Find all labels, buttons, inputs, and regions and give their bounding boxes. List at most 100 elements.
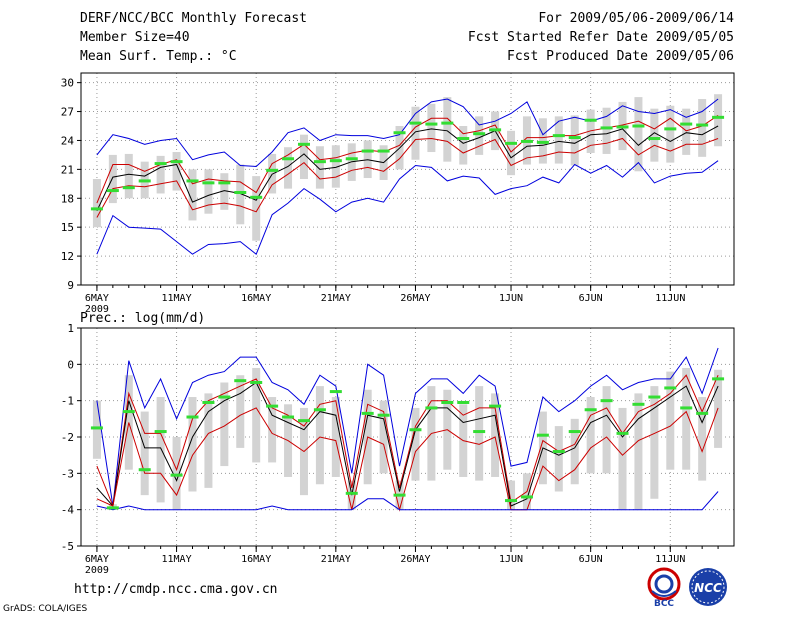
prec-ytick-label: 0 — [67, 358, 74, 371]
temp-ensemble-marker — [282, 157, 295, 161]
prec-ensemble-marker — [696, 411, 709, 415]
prec-spread-bar — [379, 400, 388, 474]
prec-spread-bar — [570, 418, 579, 485]
prec-spread-bar — [315, 386, 324, 485]
prec-ytick-label: -3 — [61, 467, 74, 480]
temp-ensemble-marker — [505, 141, 518, 145]
prec-ensemble-marker — [297, 419, 310, 423]
prec-ensemble-marker — [282, 415, 295, 419]
variable-label: Mean Surf. Temp.: °C — [80, 49, 237, 64]
prec-ensemble-marker — [505, 499, 518, 503]
temp-ensemble-marker — [520, 139, 533, 143]
temp-spread-bar — [188, 169, 197, 221]
prec-ensemble-marker — [584, 408, 597, 412]
prec-ensemble-marker — [441, 400, 454, 404]
prec-xtick-label: 11JUN — [655, 554, 685, 565]
temp-ensemble-marker — [473, 132, 486, 136]
prec-ensemble-marker — [393, 493, 406, 497]
prec-ensemble-marker — [345, 491, 358, 495]
prec-spread-bar — [650, 386, 659, 499]
prec-spread-bar — [507, 480, 516, 510]
temp-spread-bar — [204, 169, 213, 214]
temp-spread-bar — [698, 99, 707, 157]
prec-xtick-label: 1JUN — [499, 554, 523, 565]
temp-xtick-label: 6JUN — [579, 293, 603, 304]
temp-ytick-label: 12 — [61, 250, 74, 263]
temp-ensemble-marker — [648, 137, 661, 141]
temp-ensemble-marker — [90, 207, 103, 211]
prec-ytick-label: -4 — [61, 504, 75, 517]
header-left: DERF/NCC/BCC Monthly Forecast Member Siz… — [80, 9, 307, 66]
temp-spread-bar — [443, 97, 452, 162]
temp-spread-bar — [650, 108, 659, 162]
prec-spread-bar — [602, 386, 611, 474]
prec-spread-bar — [156, 397, 165, 503]
prec-ensemble-marker — [234, 379, 247, 383]
temp-spread-bar — [634, 97, 643, 172]
prec-spread-bar — [491, 393, 500, 477]
prec-ensemble-marker — [632, 402, 645, 406]
ncc-logo: NCC — [689, 568, 727, 606]
prec-spread-bar — [554, 426, 563, 492]
temp-spread-bar — [554, 116, 563, 164]
prec-spread-bar — [188, 397, 197, 492]
prec-xtick-label: 6JUN — [579, 554, 603, 565]
temp-xtick-label: 26MAY — [400, 293, 430, 304]
temp-ensemble-marker — [632, 124, 645, 128]
prec-spread-bar — [618, 407, 627, 510]
prec-xtick-label: 26MAY — [400, 554, 430, 565]
temp-xtick-label: 21MAY — [321, 293, 351, 304]
temp-spread-bar — [172, 152, 181, 191]
temp-ensemble-marker — [489, 128, 502, 132]
temp-ensemble-marker — [170, 160, 183, 164]
temp-spread-bar — [299, 134, 308, 179]
prec-line-min — [96, 491, 719, 511]
prec-ensemble-marker — [648, 395, 661, 399]
temp-ensemble-marker — [568, 136, 581, 140]
prec-ensemble-marker — [520, 495, 533, 499]
temp-ensemble-marker — [106, 189, 119, 193]
temp-spread-bar — [108, 154, 117, 204]
temp-ytick-label: 15 — [61, 221, 74, 234]
prec-line-q25 — [96, 407, 719, 512]
temp-ensemble-marker — [600, 126, 613, 130]
temp-ytick-label: 21 — [61, 163, 74, 176]
prec-spread-bar — [411, 407, 420, 481]
prec-ensemble-marker — [473, 430, 486, 434]
temp-xtick-label: 11JUN — [655, 293, 685, 304]
temp-xtick-label: 11MAY — [162, 293, 192, 304]
prec-ytick-label: -2 — [61, 431, 74, 444]
prec-spread-bar — [236, 375, 245, 448]
temp-ensemble-marker — [266, 168, 279, 172]
prec-spread-bar — [666, 371, 675, 470]
temp-spread-bar — [475, 116, 484, 155]
header-right: For 2009/05/06-2009/06/14 Fcst Started R… — [468, 9, 734, 66]
temp-ensemble-marker — [680, 122, 693, 126]
temp-ensemble-marker — [393, 131, 406, 135]
source-url[interactable]: http://cmdp.ncc.cma.gov.cn — [74, 582, 278, 597]
prec-spread-bar — [92, 400, 101, 459]
temp-ensemble-marker — [329, 159, 342, 163]
prec-line-max — [96, 347, 719, 507]
temp-spread-bar — [507, 130, 516, 176]
prec-spread-bar — [698, 397, 707, 481]
prec-spread-bar — [172, 437, 181, 510]
temp-ytick-label: 18 — [61, 192, 74, 205]
temp-ensemble-marker — [297, 142, 310, 146]
prec-ensemble-marker — [600, 399, 613, 403]
temp-ensemble-marker — [122, 186, 135, 190]
prec-year-label: 2009 — [85, 565, 109, 576]
temp-spread-bar — [124, 153, 133, 199]
prec-line-mean — [96, 381, 719, 508]
grads-credit: GrADS: COLA/IGES — [3, 604, 88, 614]
temp-panel: 9 12 15 18 21 24 27 30 6MAY 11MAY 16MAY 21MAY 26MAY 1… — [61, 72, 735, 315]
temp-ensemble-marker — [234, 190, 247, 194]
temp-xtick-label: 6MAY — [85, 293, 109, 304]
prec-ensemble-marker — [266, 404, 279, 408]
temp-frame — [80, 72, 735, 286]
prec-spread-bar — [634, 393, 643, 510]
temp-ensemble-marker — [425, 122, 438, 126]
prec-ensemble-marker — [90, 426, 103, 430]
prec-ensemble-marker — [425, 406, 438, 410]
